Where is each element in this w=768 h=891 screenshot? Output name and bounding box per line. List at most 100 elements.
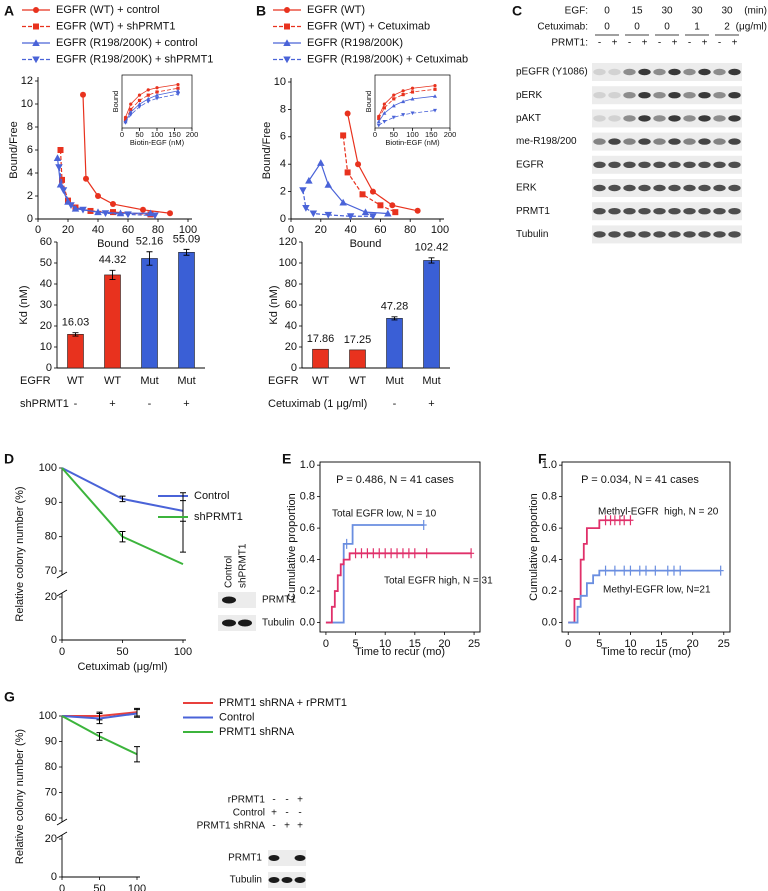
survival-curve	[325, 552, 472, 624]
blot-band	[638, 208, 651, 215]
data-point	[433, 94, 437, 98]
data-point	[359, 191, 366, 198]
data-point	[361, 208, 370, 216]
blot-condition-value: +	[297, 821, 303, 832]
x-tick-label: 25	[468, 638, 480, 650]
panel-label: D	[4, 451, 14, 467]
data-point	[83, 175, 89, 182]
error-bar	[134, 746, 140, 763]
data-point	[382, 111, 387, 115]
plot-frame	[561, 461, 731, 633]
data-point	[137, 102, 142, 106]
x-tick-label: 100	[431, 224, 449, 236]
blot-header-value: +	[672, 38, 678, 49]
blot-header-label: PRMT1:	[551, 38, 588, 49]
y-tick-label: 1.0	[542, 459, 557, 471]
blot-header-value: +	[642, 38, 648, 49]
legend-label: EGFR (WT) + control	[56, 4, 160, 16]
blot-band	[593, 92, 606, 99]
censor-mark	[636, 565, 643, 576]
data-point	[309, 210, 318, 218]
data-point	[305, 176, 313, 184]
blot-header-value: 1	[694, 22, 700, 33]
blot-strip	[592, 225, 742, 244]
blot-band	[653, 115, 666, 122]
blot-band	[668, 115, 681, 122]
x-tick-label: Mut	[385, 375, 403, 387]
blot-band	[653, 161, 666, 168]
blot-band	[683, 231, 696, 238]
series-line	[82, 94, 171, 214]
data-point	[302, 205, 310, 212]
blot-band	[668, 92, 681, 99]
y-tick-label: 20	[45, 591, 57, 603]
x-axis-label: Time to recur (mo)	[601, 646, 691, 658]
legend-label: EGFR (WT) + Cetuximab	[307, 20, 430, 32]
blot-band	[683, 68, 696, 76]
y-tick-label: 120	[279, 236, 297, 248]
data-point	[79, 206, 87, 214]
y-tick-label: 80	[45, 761, 57, 773]
data-point	[414, 207, 421, 214]
panel-label: E	[282, 451, 291, 467]
data-point	[176, 86, 180, 90]
x-axis-label: Bound	[350, 238, 382, 250]
x-tick-label: 0	[288, 224, 294, 236]
y-tick-label: 100	[39, 462, 57, 474]
censor-mark	[621, 515, 628, 526]
blot-band	[608, 138, 621, 145]
y-tick-label: 0.4	[300, 553, 315, 565]
data-point	[433, 87, 437, 91]
blot-header-unit: (μg/ml)	[736, 22, 767, 33]
legend-marker	[284, 23, 290, 30]
blot-band	[698, 184, 711, 192]
blot-row-label: EGFR	[516, 159, 544, 170]
category-axis-label: EGFR	[268, 375, 299, 387]
blot-header-value: 30	[721, 6, 733, 17]
blot-band	[698, 68, 711, 76]
y-axis-label: Kd (nM)	[268, 285, 280, 324]
censor-mark	[468, 548, 475, 559]
data-point	[124, 211, 132, 219]
blot-header-value: +	[732, 38, 738, 49]
blot-band	[698, 208, 711, 215]
blot-band	[623, 161, 636, 168]
data-point	[392, 209, 399, 216]
x-tick-label: Mut	[422, 375, 440, 387]
y-tick-label: 0.8	[542, 491, 557, 503]
blot-band	[608, 184, 621, 192]
y-tick-label: 70	[45, 786, 57, 798]
data-point	[146, 99, 151, 104]
blot-band	[698, 231, 711, 238]
data-point	[401, 93, 405, 97]
data-point	[391, 103, 396, 108]
axis-break	[56, 818, 68, 839]
blot-header-value: 0	[604, 22, 610, 33]
y-tick-label: 4	[280, 158, 286, 170]
y-tick-label: 12	[21, 75, 33, 87]
censor-mark	[352, 548, 359, 559]
blot-header-value: 2	[724, 22, 730, 33]
data-point	[389, 202, 396, 209]
legend-label: EGFR (R198/200K) + shPRMT1	[56, 53, 213, 65]
data-point	[344, 110, 351, 117]
blot-band	[593, 231, 606, 238]
error-bar	[119, 531, 126, 543]
x-tick-label: WT	[312, 375, 329, 387]
data-point	[110, 201, 116, 208]
x-tick-label: 60	[374, 224, 386, 236]
legend-marker	[33, 23, 39, 30]
error-bar	[146, 251, 153, 266]
survival-curve	[568, 519, 631, 624]
series-line	[378, 85, 436, 117]
y-axis-label: Bound/Free	[8, 121, 20, 178]
x-tick-label: 100	[128, 883, 146, 891]
y-tick-label: 20	[40, 320, 52, 332]
x-tick-label: 80	[152, 224, 164, 236]
y-axis-label: Bound	[111, 91, 120, 113]
blot-band	[728, 208, 741, 215]
y-tick-label: 40	[40, 278, 52, 290]
value-label: 55.09	[173, 233, 201, 245]
y-tick-label: 0	[291, 362, 297, 374]
y-tick-label: 60	[45, 812, 57, 824]
